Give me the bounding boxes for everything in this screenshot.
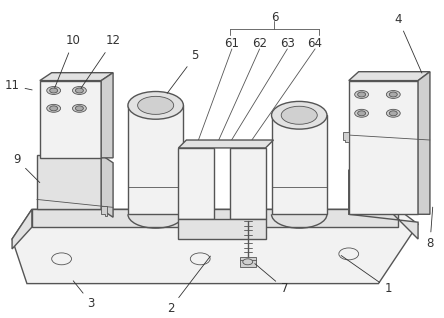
Ellipse shape: [386, 91, 400, 99]
Polygon shape: [32, 209, 398, 227]
Polygon shape: [12, 209, 32, 249]
Ellipse shape: [72, 104, 86, 112]
Polygon shape: [178, 219, 266, 239]
Polygon shape: [178, 140, 274, 148]
Ellipse shape: [75, 88, 83, 93]
Ellipse shape: [355, 109, 369, 117]
Text: 62: 62: [252, 38, 267, 51]
Ellipse shape: [50, 88, 58, 93]
Ellipse shape: [355, 91, 369, 99]
Text: 7: 7: [255, 264, 288, 295]
Ellipse shape: [272, 101, 327, 129]
Text: 63: 63: [280, 38, 295, 51]
Text: 9: 9: [13, 153, 40, 183]
Text: 5: 5: [167, 49, 199, 93]
Polygon shape: [40, 73, 113, 80]
Ellipse shape: [389, 111, 397, 116]
Polygon shape: [240, 257, 256, 267]
Text: 11: 11: [4, 79, 32, 92]
Polygon shape: [418, 72, 430, 214]
Polygon shape: [40, 80, 101, 158]
Text: 4: 4: [395, 13, 422, 73]
Ellipse shape: [47, 86, 60, 94]
Ellipse shape: [50, 106, 58, 111]
Polygon shape: [12, 209, 418, 284]
Polygon shape: [101, 155, 113, 217]
Ellipse shape: [281, 106, 317, 124]
Ellipse shape: [358, 92, 365, 97]
Polygon shape: [128, 105, 183, 214]
Polygon shape: [101, 73, 113, 158]
Ellipse shape: [75, 106, 83, 111]
Polygon shape: [349, 72, 430, 80]
Text: 3: 3: [73, 281, 95, 310]
Ellipse shape: [128, 92, 183, 119]
Polygon shape: [37, 155, 101, 209]
Text: 10: 10: [55, 34, 81, 88]
Polygon shape: [101, 206, 107, 216]
Text: 6: 6: [271, 11, 278, 24]
Polygon shape: [178, 148, 214, 219]
Ellipse shape: [47, 104, 60, 112]
Polygon shape: [343, 132, 349, 142]
Ellipse shape: [389, 92, 397, 97]
Polygon shape: [349, 170, 418, 239]
Ellipse shape: [72, 86, 86, 94]
Text: 2: 2: [167, 256, 210, 315]
Ellipse shape: [138, 96, 174, 114]
Ellipse shape: [358, 111, 365, 116]
Ellipse shape: [243, 259, 253, 265]
Text: 64: 64: [308, 38, 323, 51]
Text: 1: 1: [341, 255, 392, 295]
Text: 12: 12: [81, 34, 121, 88]
Text: 8: 8: [426, 207, 434, 251]
Polygon shape: [230, 148, 266, 219]
Text: 61: 61: [224, 38, 239, 51]
Ellipse shape: [386, 109, 400, 117]
Polygon shape: [349, 80, 418, 214]
Polygon shape: [272, 115, 327, 214]
